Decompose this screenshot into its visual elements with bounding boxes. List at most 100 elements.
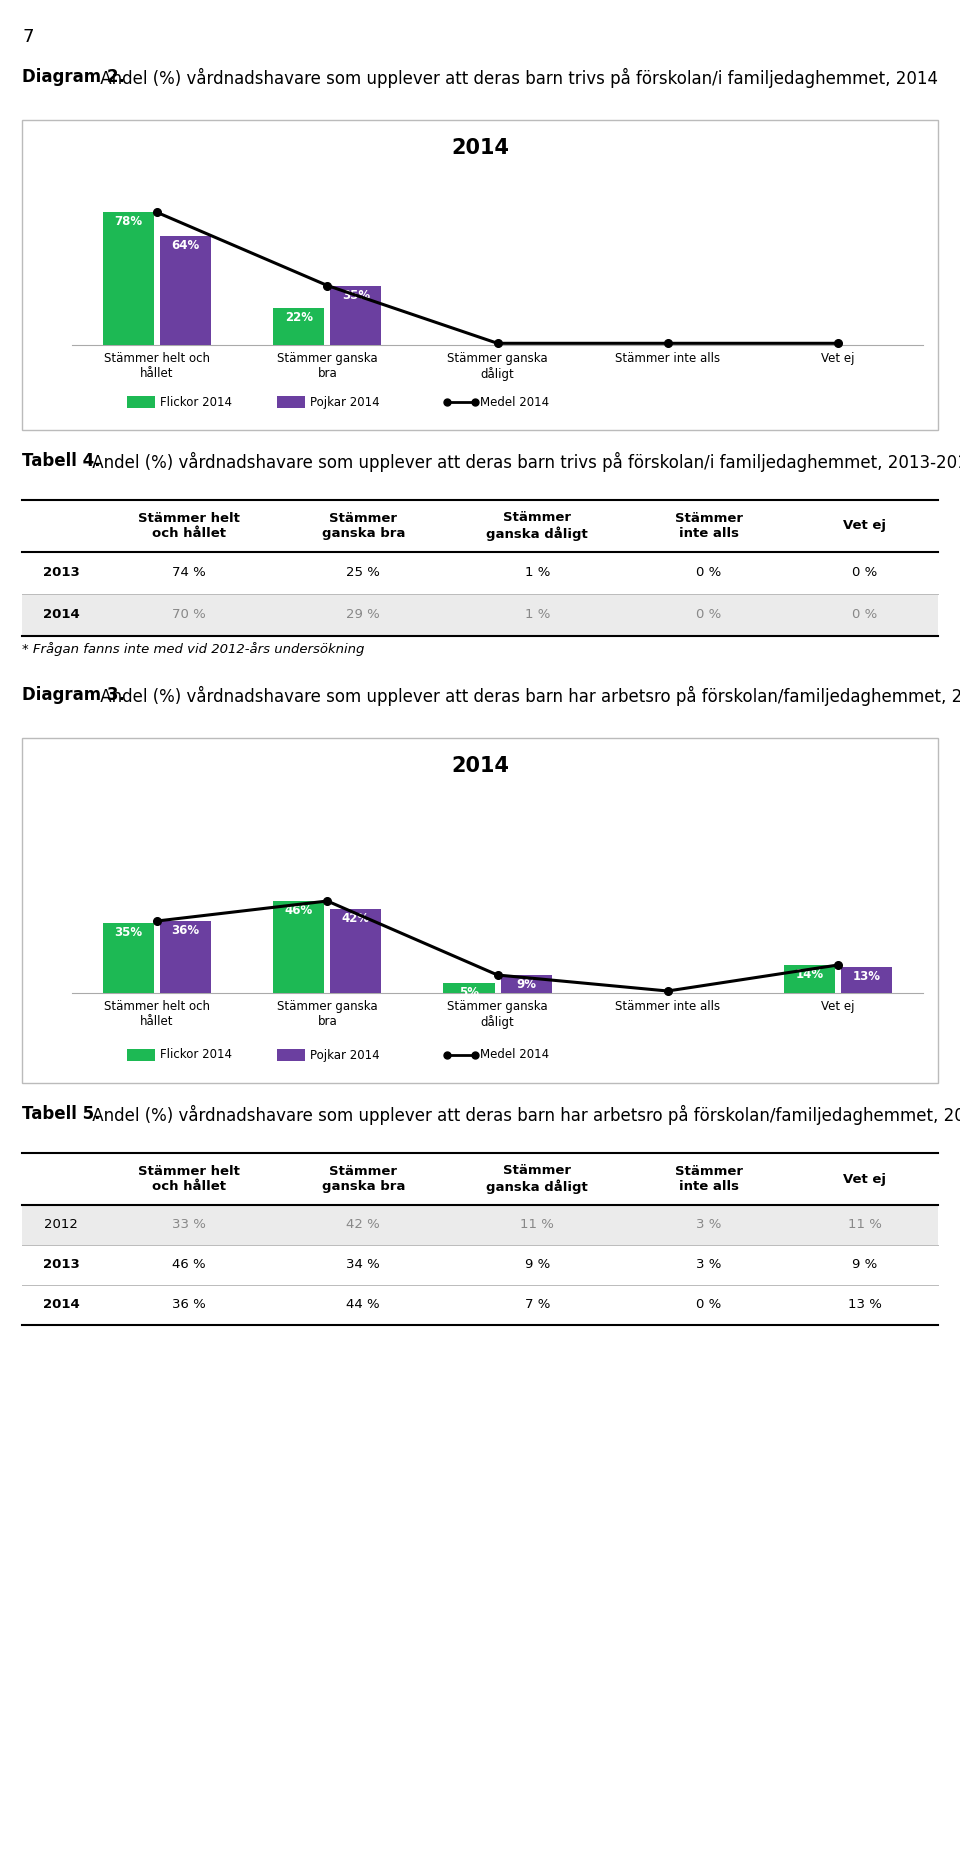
- Text: 29 %: 29 %: [347, 608, 380, 621]
- Bar: [500, 975, 552, 994]
- Bar: [22, 737, 938, 1083]
- Text: 74 %: 74 %: [172, 567, 206, 580]
- Text: 33 %: 33 %: [172, 1218, 206, 1231]
- Text: 2013: 2013: [42, 1259, 80, 1272]
- Bar: [274, 902, 324, 994]
- Bar: [22, 552, 938, 593]
- Text: Andel (%) vårdnadshavare som upplever att deras barn har arbetsro på förskolan/f: Andel (%) vårdnadshavare som upplever at…: [87, 1106, 960, 1124]
- Text: Flickor 2014: Flickor 2014: [160, 395, 232, 408]
- Text: 25 %: 25 %: [347, 567, 380, 580]
- Text: Vet ej: Vet ej: [843, 520, 886, 533]
- Bar: [444, 982, 494, 994]
- Text: 5%: 5%: [459, 986, 479, 999]
- Bar: [22, 593, 938, 636]
- Bar: [277, 397, 305, 408]
- Text: Andel (%) vårdnadshavare som upplever att deras barn trivs på förskolan/i familj: Andel (%) vårdnadshavare som upplever at…: [95, 67, 938, 88]
- Text: 46%: 46%: [285, 904, 313, 917]
- Bar: [160, 921, 211, 994]
- Bar: [330, 909, 381, 994]
- Text: Tabell 5.: Tabell 5.: [22, 1106, 101, 1123]
- Text: Stämmer ganska
dåligt: Stämmer ganska dåligt: [447, 352, 548, 382]
- Text: 35%: 35%: [114, 926, 143, 939]
- Text: 13 %: 13 %: [848, 1298, 881, 1312]
- Text: 22%: 22%: [285, 311, 313, 324]
- Text: 2014: 2014: [451, 138, 509, 157]
- Text: Stämmer inte alls: Stämmer inte alls: [615, 999, 720, 1012]
- Text: Stämmer
ganska dåligt: Stämmer ganska dåligt: [487, 1164, 588, 1194]
- Text: 1 %: 1 %: [524, 567, 550, 580]
- Text: Stämmer helt och
hållet: Stämmer helt och hållet: [104, 999, 210, 1027]
- Text: 0 %: 0 %: [852, 567, 877, 580]
- Bar: [127, 1050, 155, 1061]
- Text: Stämmer helt
och hållet: Stämmer helt och hållet: [138, 1166, 240, 1194]
- Text: Vet ej: Vet ej: [843, 1173, 886, 1186]
- Text: Stämmer
ganska dåligt: Stämmer ganska dåligt: [487, 511, 588, 541]
- Text: 34 %: 34 %: [347, 1259, 380, 1272]
- Text: 0 %: 0 %: [696, 1298, 722, 1312]
- Text: Medel 2014: Medel 2014: [480, 395, 549, 408]
- Text: 44 %: 44 %: [347, 1298, 380, 1312]
- Text: 9 %: 9 %: [852, 1259, 877, 1272]
- Text: Vet ej: Vet ej: [821, 999, 854, 1012]
- Text: Stämmer
ganska bra: Stämmer ganska bra: [322, 1166, 405, 1194]
- Text: 36 %: 36 %: [172, 1298, 206, 1312]
- Bar: [103, 213, 155, 344]
- Text: Stämmer ganska
bra: Stämmer ganska bra: [277, 999, 377, 1027]
- Text: 70 %: 70 %: [172, 608, 206, 621]
- Text: Flickor 2014: Flickor 2014: [160, 1048, 232, 1061]
- Bar: [127, 397, 155, 408]
- Text: Andel (%) vårdnadshavare som upplever att deras barn har arbetsro på förskolan/f: Andel (%) vårdnadshavare som upplever at…: [95, 687, 960, 705]
- Text: 11 %: 11 %: [520, 1218, 554, 1231]
- Text: 2014: 2014: [42, 1298, 80, 1312]
- Text: 0 %: 0 %: [696, 567, 722, 580]
- Bar: [274, 307, 324, 344]
- Text: Stämmer ganska
bra: Stämmer ganska bra: [277, 352, 377, 380]
- Text: 46 %: 46 %: [173, 1259, 206, 1272]
- Text: Pojkar 2014: Pojkar 2014: [310, 395, 379, 408]
- Text: Stämmer
inte alls: Stämmer inte alls: [675, 1166, 743, 1194]
- Text: * Frågan fanns inte med vid 2012-års undersökning: * Frågan fanns inte med vid 2012-års und…: [22, 642, 365, 657]
- Text: 14%: 14%: [795, 967, 824, 980]
- Text: 13%: 13%: [852, 969, 880, 982]
- Text: 35%: 35%: [342, 288, 370, 301]
- Text: 1 %: 1 %: [524, 608, 550, 621]
- Text: 0 %: 0 %: [852, 608, 877, 621]
- Text: Stämmer ganska
dåligt: Stämmer ganska dåligt: [447, 999, 548, 1029]
- Text: 2012: 2012: [44, 1218, 78, 1231]
- Text: 42 %: 42 %: [347, 1218, 380, 1231]
- Text: 3 %: 3 %: [696, 1218, 722, 1231]
- Text: Diagram 2.: Diagram 2.: [22, 67, 125, 86]
- Bar: [841, 967, 892, 994]
- Text: 7 %: 7 %: [524, 1298, 550, 1312]
- Bar: [783, 965, 835, 994]
- Text: Stämmer
inte alls: Stämmer inte alls: [675, 513, 743, 541]
- Bar: [22, 1285, 938, 1325]
- Text: 2013: 2013: [42, 567, 80, 580]
- Text: 0 %: 0 %: [696, 608, 722, 621]
- Bar: [277, 1050, 305, 1061]
- Text: 2014: 2014: [451, 756, 509, 776]
- Text: 42%: 42%: [342, 911, 370, 924]
- Text: 9%: 9%: [516, 979, 536, 992]
- Text: Stämmer inte alls: Stämmer inte alls: [615, 352, 720, 365]
- Text: 3 %: 3 %: [696, 1259, 722, 1272]
- Text: 64%: 64%: [172, 239, 200, 253]
- Text: 9 %: 9 %: [524, 1259, 550, 1272]
- Text: 7: 7: [22, 28, 34, 47]
- Bar: [22, 1244, 938, 1285]
- Text: Stämmer
ganska bra: Stämmer ganska bra: [322, 513, 405, 541]
- Bar: [103, 922, 155, 994]
- Text: Vet ej: Vet ej: [821, 352, 854, 365]
- Bar: [160, 236, 211, 344]
- Text: Stämmer helt
och hållet: Stämmer helt och hållet: [138, 513, 240, 541]
- Text: Stämmer helt och
hållet: Stämmer helt och hållet: [104, 352, 210, 380]
- Text: Pojkar 2014: Pojkar 2014: [310, 1048, 379, 1061]
- Text: Andel (%) vårdnadshavare som upplever att deras barn trivs på förskolan/i familj: Andel (%) vårdnadshavare som upplever at…: [87, 453, 960, 471]
- Text: Diagram 3.: Diagram 3.: [22, 687, 125, 703]
- Text: Tabell 4.: Tabell 4.: [22, 453, 101, 470]
- Text: 36%: 36%: [172, 924, 200, 937]
- Bar: [22, 1205, 938, 1244]
- Text: Medel 2014: Medel 2014: [480, 1048, 549, 1061]
- Bar: [22, 120, 938, 430]
- Text: 2014: 2014: [42, 608, 80, 621]
